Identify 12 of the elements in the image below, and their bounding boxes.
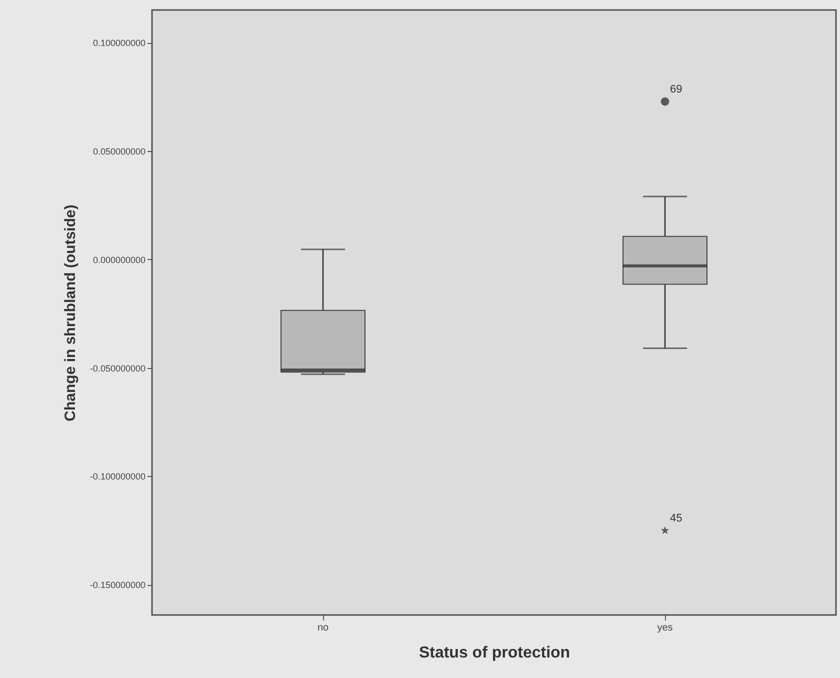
- annotation: 45: [670, 512, 682, 524]
- x-tick-label: no: [317, 622, 329, 634]
- y-axis-title: Change in shrubland (outside): [62, 204, 79, 422]
- y-tick-label: -0.150000000: [90, 580, 146, 590]
- x-axis-title: Status of protection: [418, 644, 570, 662]
- y-tick-label: -0.100000000: [90, 472, 146, 482]
- x-tick-label: yes: [657, 622, 673, 634]
- y-tick-label: 0.000000000: [92, 254, 146, 265]
- annotation: 69: [670, 84, 682, 96]
- y-tick-label: -0.050000000: [90, 363, 146, 374]
- y-tick-label: 0.100000000: [92, 38, 146, 48]
- y-tick-label: 0.050000000: [92, 146, 146, 156]
